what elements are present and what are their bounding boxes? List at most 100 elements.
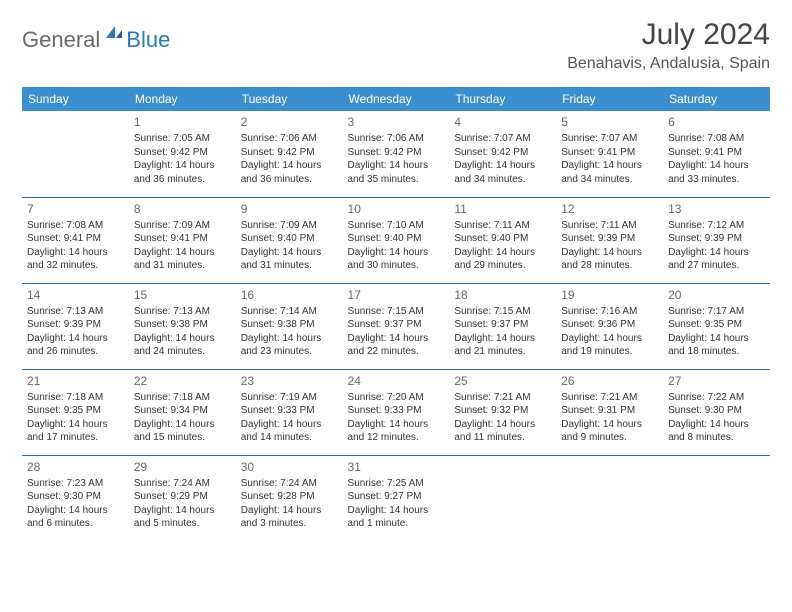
calendar-cell: 20 Sunrise: 7:17 AMSunset: 9:35 PMDayligh…: [663, 283, 770, 369]
day-number: 11: [454, 201, 551, 217]
day-number: 2: [241, 114, 338, 130]
day-details: Sunrise: 7:07 AMSunset: 9:42 PMDaylight:…: [454, 132, 551, 186]
calendar-cell: 14 Sunrise: 7:13 AMSunset: 9:39 PMDayligh…: [22, 283, 129, 369]
day-number: 31: [348, 459, 445, 475]
day-details: Sunrise: 7:10 AMSunset: 9:40 PMDaylight:…: [348, 219, 445, 273]
calendar-cell: 24 Sunrise: 7:20 AMSunset: 9:33 PMDayligh…: [343, 369, 450, 455]
month-title: July 2024: [567, 18, 770, 51]
day-details: Sunrise: 7:22 AMSunset: 9:30 PMDaylight:…: [668, 391, 765, 445]
day-details: Sunrise: 7:11 AMSunset: 9:39 PMDaylight:…: [561, 219, 658, 273]
day-details: Sunrise: 7:14 AMSunset: 9:38 PMDaylight:…: [241, 305, 338, 359]
weekday-header: Friday: [556, 87, 663, 111]
day-number: 5: [561, 114, 658, 130]
day-details: Sunrise: 7:08 AMSunset: 9:41 PMDaylight:…: [668, 132, 765, 186]
day-number: 27: [668, 373, 765, 389]
day-details: Sunrise: 7:25 AMSunset: 9:27 PMDaylight:…: [348, 477, 445, 531]
calendar-cell: 25 Sunrise: 7:21 AMSunset: 9:32 PMDayligh…: [449, 369, 556, 455]
calendar-cell: 26 Sunrise: 7:21 AMSunset: 9:31 PMDayligh…: [556, 369, 663, 455]
calendar-cell: 15 Sunrise: 7:13 AMSunset: 9:38 PMDayligh…: [129, 283, 236, 369]
header: General Blue July 2024 Benahavis, Andalu…: [22, 18, 770, 73]
day-details: Sunrise: 7:23 AMSunset: 9:30 PMDaylight:…: [27, 477, 124, 531]
day-details: Sunrise: 7:06 AMSunset: 9:42 PMDaylight:…: [241, 132, 338, 186]
calendar-table: SundayMondayTuesdayWednesdayThursdayFrid…: [22, 87, 770, 541]
calendar-body: 1 Sunrise: 7:05 AMSunset: 9:42 PMDaylight…: [22, 111, 770, 541]
day-number: 23: [241, 373, 338, 389]
location-subtitle: Benahavis, Andalusia, Spain: [567, 55, 770, 73]
calendar-cell: 11Sunrise: 7:11 AMSunset: 9:40 PMDayligh…: [449, 197, 556, 283]
day-details: Sunrise: 7:16 AMSunset: 9:36 PMDaylight:…: [561, 305, 658, 359]
day-details: Sunrise: 7:15 AMSunset: 9:37 PMDaylight:…: [348, 305, 445, 359]
day-number: 3: [348, 114, 445, 130]
day-number: 8: [134, 201, 231, 217]
day-number: 21: [27, 373, 124, 389]
weekday-header: Thursday: [449, 87, 556, 111]
day-number: 30: [241, 459, 338, 475]
calendar-cell: [556, 455, 663, 541]
calendar-header: SundayMondayTuesdayWednesdayThursdayFrid…: [22, 87, 770, 111]
day-number: 15: [134, 287, 231, 303]
day-number: 25: [454, 373, 551, 389]
weekday-header: Monday: [129, 87, 236, 111]
day-details: Sunrise: 7:05 AMSunset: 9:42 PMDaylight:…: [134, 132, 231, 186]
day-number: 9: [241, 201, 338, 217]
calendar-cell: 3 Sunrise: 7:06 AMSunset: 9:42 PMDaylight…: [343, 111, 450, 197]
day-number: 4: [454, 114, 551, 130]
calendar-cell: 13 Sunrise: 7:12 AMSunset: 9:39 PMDayligh…: [663, 197, 770, 283]
day-number: 12: [561, 201, 658, 217]
day-number: 14: [27, 287, 124, 303]
calendar-cell: [22, 111, 129, 197]
day-number: 13: [668, 201, 765, 217]
day-number: 17: [348, 287, 445, 303]
calendar-cell: 9 Sunrise: 7:09 AMSunset: 9:40 PMDaylight…: [236, 197, 343, 283]
calendar-cell: 29 Sunrise: 7:24 AMSunset: 9:29 PMDayligh…: [129, 455, 236, 541]
weekday-header: Saturday: [663, 87, 770, 111]
calendar-cell: 21Sunrise: 7:18 AMSunset: 9:35 PMDayligh…: [22, 369, 129, 455]
day-number: 24: [348, 373, 445, 389]
day-details: Sunrise: 7:13 AMSunset: 9:39 PMDaylight:…: [27, 305, 124, 359]
day-number: 10: [348, 201, 445, 217]
day-details: Sunrise: 7:20 AMSunset: 9:33 PMDaylight:…: [348, 391, 445, 445]
day-number: 26: [561, 373, 658, 389]
day-number: 1: [134, 114, 231, 130]
calendar-cell: 5 Sunrise: 7:07 AMSunset: 9:41 PMDaylight…: [556, 111, 663, 197]
day-details: Sunrise: 7:24 AMSunset: 9:29 PMDaylight:…: [134, 477, 231, 531]
day-number: 18: [454, 287, 551, 303]
weekday-header: Tuesday: [236, 87, 343, 111]
calendar-cell: 28 Sunrise: 7:23 AMSunset: 9:30 PMDayligh…: [22, 455, 129, 541]
calendar-cell: 6Sunrise: 7:08 AMSunset: 9:41 PMDaylight…: [663, 111, 770, 197]
calendar-cell: 8Sunrise: 7:09 AMSunset: 9:41 PMDaylight…: [129, 197, 236, 283]
calendar-cell: [449, 455, 556, 541]
day-number: 28: [27, 459, 124, 475]
day-details: Sunrise: 7:15 AMSunset: 9:37 PMDaylight:…: [454, 305, 551, 359]
day-details: Sunrise: 7:07 AMSunset: 9:41 PMDaylight:…: [561, 132, 658, 186]
calendar-cell: [663, 455, 770, 541]
brand-name-1: General: [22, 27, 100, 53]
weekday-header: Sunday: [22, 87, 129, 111]
day-details: Sunrise: 7:21 AMSunset: 9:31 PMDaylight:…: [561, 391, 658, 445]
calendar-cell: 19 Sunrise: 7:16 AMSunset: 9:36 PMDayligh…: [556, 283, 663, 369]
calendar-cell: 7Sunrise: 7:08 AMSunset: 9:41 PMDaylight…: [22, 197, 129, 283]
day-details: Sunrise: 7:21 AMSunset: 9:32 PMDaylight:…: [454, 391, 551, 445]
weekday-header: Wednesday: [343, 87, 450, 111]
calendar-cell: 30 Sunrise: 7:24 AMSunset: 9:28 PMDayligh…: [236, 455, 343, 541]
day-number: 19: [561, 287, 658, 303]
day-details: Sunrise: 7:24 AMSunset: 9:28 PMDaylight:…: [241, 477, 338, 531]
calendar-cell: 18 Sunrise: 7:15 AMSunset: 9:37 PMDayligh…: [449, 283, 556, 369]
day-details: Sunrise: 7:06 AMSunset: 9:42 PMDaylight:…: [348, 132, 445, 186]
calendar-cell: 27 Sunrise: 7:22 AMSunset: 9:30 PMDayligh…: [663, 369, 770, 455]
calendar-cell: 10 Sunrise: 7:10 AMSunset: 9:40 PMDayligh…: [343, 197, 450, 283]
day-number: 20: [668, 287, 765, 303]
calendar-cell: 4 Sunrise: 7:07 AMSunset: 9:42 PMDaylight…: [449, 111, 556, 197]
calendar-cell: 31 Sunrise: 7:25 AMSunset: 9:27 PMDayligh…: [343, 455, 450, 541]
day-details: Sunrise: 7:17 AMSunset: 9:35 PMDaylight:…: [668, 305, 765, 359]
calendar-cell: 2 Sunrise: 7:06 AMSunset: 9:42 PMDaylight…: [236, 111, 343, 197]
title-block: July 2024 Benahavis, Andalusia, Spain: [567, 18, 770, 73]
calendar-cell: 17 Sunrise: 7:15 AMSunset: 9:37 PMDayligh…: [343, 283, 450, 369]
day-number: 29: [134, 459, 231, 475]
day-details: Sunrise: 7:09 AMSunset: 9:40 PMDaylight:…: [241, 219, 338, 273]
day-details: Sunrise: 7:08 AMSunset: 9:41 PMDaylight:…: [27, 219, 124, 273]
calendar-cell: 22Sunrise: 7:18 AMSunset: 9:34 PMDayligh…: [129, 369, 236, 455]
day-details: Sunrise: 7:12 AMSunset: 9:39 PMDaylight:…: [668, 219, 765, 273]
day-details: Sunrise: 7:13 AMSunset: 9:38 PMDaylight:…: [134, 305, 231, 359]
calendar-cell: 16Sunrise: 7:14 AMSunset: 9:38 PMDayligh…: [236, 283, 343, 369]
